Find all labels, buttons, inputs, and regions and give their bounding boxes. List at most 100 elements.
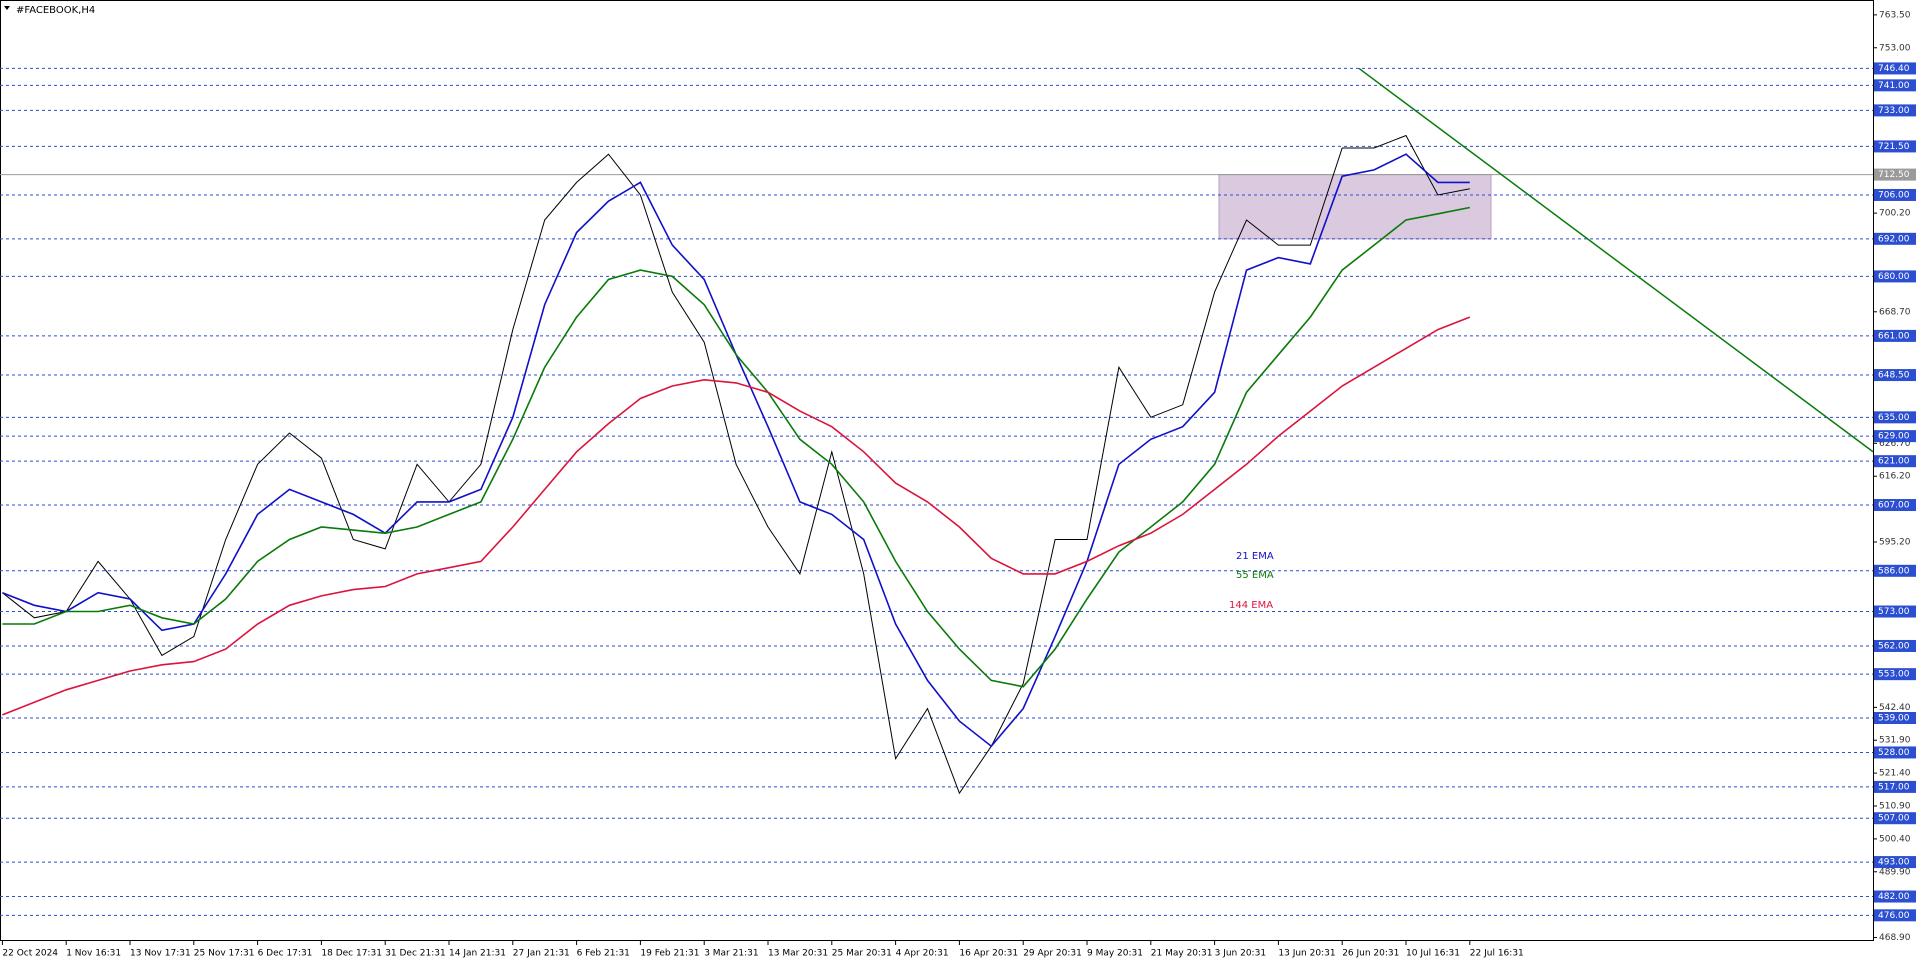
x-tick-label: 25 Mar 20:31 (832, 949, 892, 959)
level-label-bg (1874, 104, 1916, 117)
x-tick-label: 29 Apr 20:31 (1023, 949, 1082, 959)
level-label-bg (1874, 746, 1916, 759)
chart-title: #FACEBOOK,H4 (16, 5, 95, 16)
level-label: 507.00 (1878, 814, 1910, 824)
y-tick-label: 700.20 (1879, 209, 1911, 219)
price-line (2, 134, 1470, 795)
level-label-bg (1874, 856, 1916, 869)
x-tick-label: 16 Apr 20:31 (959, 949, 1018, 959)
x-tick-label: 22 Jul 16:31 (1470, 949, 1524, 959)
legend-label: 21 EMA (1236, 551, 1274, 562)
x-tick-label: 25 Nov 17:31 (194, 949, 255, 959)
level-label: 573.00 (1878, 607, 1910, 617)
y-tick-label: 616.20 (1879, 472, 1911, 482)
y-tick-label: 753.00 (1879, 43, 1911, 53)
zone (1218, 174, 1492, 240)
x-tick-label: 13 Jun 20:31 (1278, 949, 1335, 959)
level-label-bg (1874, 668, 1916, 681)
y-tick-label: 626.70 (1879, 439, 1911, 449)
level-label: 648.50 (1878, 371, 1910, 381)
level-label-bg (1874, 455, 1916, 468)
level-label: 733.00 (1878, 106, 1910, 116)
level-label: 635.00 (1878, 413, 1910, 423)
level-label-bg (1874, 140, 1916, 153)
level-label-bg (1874, 62, 1916, 75)
level-label: 629.00 (1878, 432, 1910, 442)
x-tick-label: 9 May 20:31 (1087, 949, 1143, 959)
y-tick-label: 668.70 (1879, 307, 1911, 317)
y-tick-label: 500.40 (1879, 834, 1911, 844)
level-label: 621.00 (1878, 457, 1910, 467)
level-label: 482.00 (1878, 892, 1910, 902)
level-label-bg (1874, 712, 1916, 725)
level-label: 539.00 (1878, 714, 1910, 724)
level-label-bg (1874, 430, 1916, 443)
level-label-bg (1874, 329, 1916, 342)
x-tick-label: 13 Nov 17:31 (130, 949, 191, 959)
level-label: 586.00 (1878, 566, 1910, 576)
x-tick-label: 3 Mar 21:31 (704, 949, 758, 959)
y-tick-label: 542.40 (1879, 703, 1911, 713)
level-label-bg (1874, 564, 1916, 577)
x-tick-label: 1 Nov 16:31 (66, 949, 121, 959)
level-label: 741.00 (1878, 81, 1910, 91)
legend-label: 55 EMA (1236, 570, 1274, 581)
level-label: 746.40 (1878, 64, 1910, 74)
ema-line (2, 316, 1471, 716)
level-label: 476.00 (1878, 911, 1910, 921)
level-label-bg (1874, 188, 1916, 201)
level-label: 692.00 (1878, 234, 1910, 244)
y-tick-label: 531.90 (1879, 736, 1911, 746)
level-label: 721.50 (1878, 142, 1910, 152)
x-tick-label: 10 Jul 16:31 (1406, 949, 1460, 959)
x-tick-label: 18 Dec 17:31 (321, 949, 382, 959)
x-tick-label: 21 May 20:31 (1151, 949, 1213, 959)
level-label: 562.00 (1878, 641, 1910, 651)
x-tick-label: 31 Dec 21:31 (385, 949, 446, 959)
title-icon (4, 6, 10, 10)
level-label-bg (1874, 499, 1916, 512)
level-label-bg (1874, 605, 1916, 618)
x-tick-label: 6 Feb 21:31 (577, 949, 630, 959)
level-label: 661.00 (1878, 331, 1910, 341)
y-tick-label: 521.40 (1879, 769, 1911, 779)
x-tick-label: 14 Jan 21:31 (449, 949, 506, 959)
level-label-bg (1874, 79, 1916, 92)
x-tick-label: 26 Jun 20:31 (1342, 949, 1399, 959)
level-label-bg (1874, 411, 1916, 424)
level-label-bg (1874, 909, 1916, 922)
level-label-bg (1874, 639, 1916, 652)
y-tick-label: 510.90 (1879, 802, 1911, 812)
ema-line (2, 206, 1470, 688)
y-tick-label: 489.90 (1879, 867, 1911, 877)
plot-frame (0, 0, 1874, 941)
current-price-label-bg (1874, 168, 1916, 181)
level-label-bg (1874, 812, 1916, 825)
x-tick-label: 19 Feb 21:31 (640, 949, 699, 959)
current-price-label: 712.50 (1878, 170, 1910, 180)
y-tick-label: 468.90 (1879, 933, 1911, 943)
x-tick-label: 6 Dec 17:31 (258, 949, 313, 959)
level-label-bg (1874, 780, 1916, 793)
level-label-bg (1874, 369, 1916, 382)
x-tick-label: 4 Apr 20:31 (896, 949, 949, 959)
x-tick-label: 13 Mar 20:31 (768, 949, 828, 959)
level-label: 553.00 (1878, 670, 1910, 680)
level-label: 706.00 (1878, 190, 1910, 200)
level-label: 528.00 (1878, 748, 1910, 758)
level-label: 493.00 (1878, 858, 1910, 868)
x-tick-label: 22 Oct 2024 (2, 949, 58, 959)
level-label: 607.00 (1878, 501, 1910, 511)
x-tick-label: 27 Jan 21:31 (513, 949, 570, 959)
x-tick-label: 3 Jun 20:31 (1215, 949, 1266, 959)
y-tick-label: 595.20 (1879, 537, 1911, 547)
level-label: 680.00 (1878, 272, 1910, 282)
level-label-bg (1874, 270, 1916, 283)
y-tick-label: 763.50 (1879, 10, 1911, 20)
level-label-bg (1874, 890, 1916, 903)
legend-label: 144 EMA (1229, 600, 1273, 611)
trendline (1358, 67, 1874, 453)
level-label-bg (1874, 232, 1916, 245)
